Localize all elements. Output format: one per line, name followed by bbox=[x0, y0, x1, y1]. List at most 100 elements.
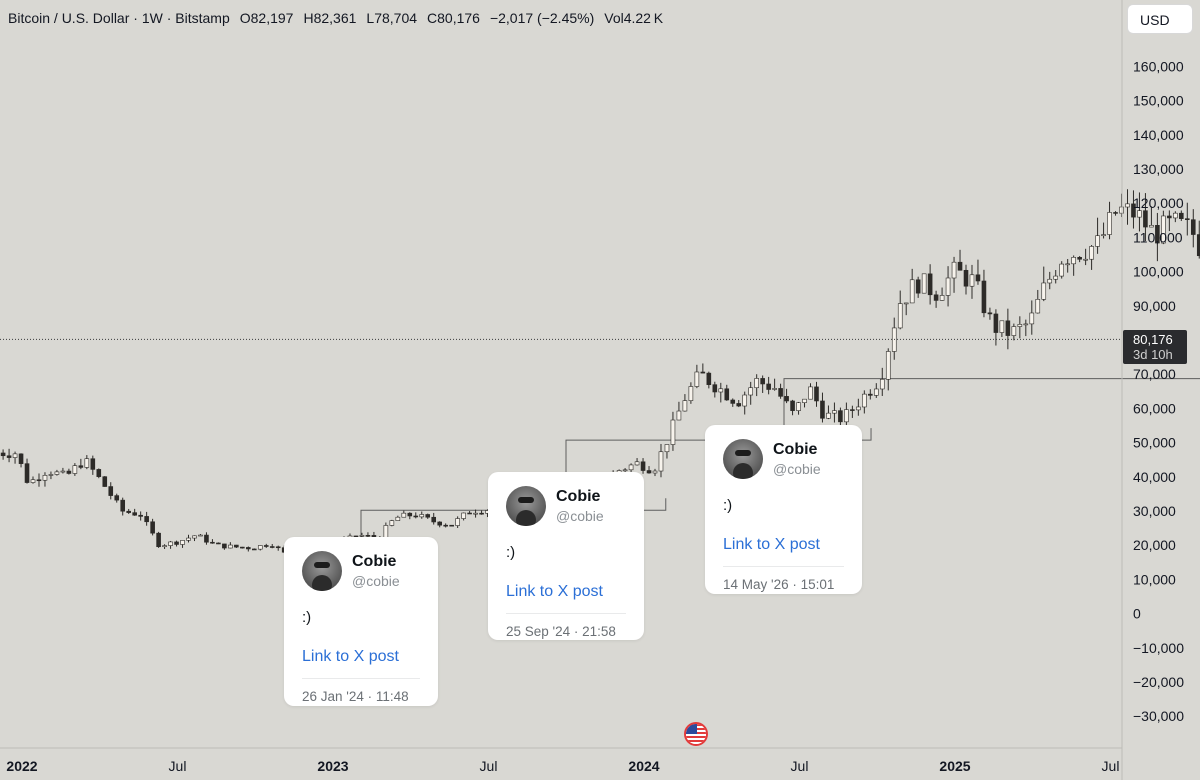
last-price-value: 80,176 bbox=[1133, 332, 1173, 347]
candle-body bbox=[359, 535, 365, 537]
candle-body bbox=[192, 535, 197, 539]
candle-body bbox=[1184, 218, 1190, 220]
candle-body bbox=[401, 512, 407, 518]
separator: · bbox=[133, 10, 138, 26]
candle-body bbox=[844, 409, 849, 423]
candle-body bbox=[808, 386, 813, 400]
tweet-date: 25 Sep '24 · 21:58 bbox=[506, 624, 616, 639]
candle-body bbox=[198, 534, 203, 537]
candle-body bbox=[443, 524, 448, 527]
candle-body bbox=[90, 458, 96, 470]
candle-body bbox=[251, 548, 257, 551]
symbol-title[interactable]: Bitcoin / U.S. Dollar · 1W · Bitstamp bbox=[8, 10, 230, 26]
candle-body bbox=[425, 514, 431, 518]
link-to-x-post[interactable]: Link to X post bbox=[506, 583, 603, 600]
candle-body bbox=[1059, 263, 1064, 277]
tweet-text: :) bbox=[506, 544, 516, 561]
candle-body bbox=[66, 470, 72, 474]
divider bbox=[302, 678, 420, 679]
candle-body bbox=[1065, 263, 1070, 266]
candle-body bbox=[114, 495, 120, 501]
candle-body bbox=[1071, 257, 1076, 265]
candle-body bbox=[682, 400, 688, 412]
candle-body bbox=[868, 393, 873, 396]
candle-body bbox=[353, 535, 359, 538]
candle-body bbox=[921, 273, 927, 294]
candle-body bbox=[826, 412, 831, 419]
candle-body bbox=[1190, 219, 1196, 235]
candle-body bbox=[664, 444, 670, 453]
candle-body bbox=[228, 544, 233, 549]
price-axis-label: 50,000 bbox=[1133, 435, 1176, 451]
candle-body bbox=[174, 541, 179, 545]
price-axis-label: −20,000 bbox=[1133, 674, 1184, 690]
candle-body bbox=[736, 403, 742, 407]
candle-body bbox=[419, 514, 425, 518]
candle-body bbox=[814, 386, 819, 402]
candle-body bbox=[1089, 246, 1094, 260]
candle-body bbox=[1035, 299, 1041, 314]
currency-selector-button[interactable]: USD bbox=[1127, 4, 1193, 34]
candle-body bbox=[257, 545, 263, 550]
candle-body bbox=[96, 469, 102, 477]
divider bbox=[723, 566, 844, 567]
author-name: Cobie bbox=[556, 488, 601, 505]
candle-body bbox=[862, 393, 867, 408]
tweet-text: :) bbox=[302, 609, 312, 626]
price-axis-label: 160,000 bbox=[1133, 58, 1184, 74]
link-to-x-post[interactable]: Link to X post bbox=[723, 536, 820, 553]
price-axis-label: 0 bbox=[1133, 606, 1141, 622]
tweet-card-1[interactable]: Cobie @cobie :) Link to X post 26 Jan '2… bbox=[284, 537, 438, 706]
candle-body bbox=[216, 542, 221, 545]
candle-body bbox=[1023, 323, 1029, 326]
candle-body bbox=[999, 320, 1005, 333]
link-to-x-post[interactable]: Link to X post bbox=[302, 648, 399, 665]
candle-body bbox=[1179, 212, 1184, 219]
candle-body bbox=[30, 479, 36, 483]
candle-body bbox=[975, 274, 981, 282]
author-handle: @cobie bbox=[352, 573, 400, 589]
candle-body bbox=[951, 261, 957, 279]
symbol-name: Bitcoin / U.S. Dollar bbox=[8, 10, 130, 26]
tweet-card-2[interactable]: Cobie @cobie :) Link to X post 25 Sep '2… bbox=[488, 472, 644, 640]
tweet-text: :) bbox=[723, 497, 733, 514]
us-flag-icon[interactable] bbox=[684, 722, 708, 746]
candle-body bbox=[1053, 275, 1059, 280]
price-axis-label: 150,000 bbox=[1133, 93, 1184, 109]
candle-body bbox=[945, 277, 951, 296]
candle-body bbox=[969, 274, 975, 287]
candle-body bbox=[437, 521, 442, 526]
candle-body bbox=[676, 410, 682, 421]
tweet-card-3[interactable]: Cobie @cobie :) Link to X post 14 May '2… bbox=[705, 425, 862, 594]
candle-body bbox=[1083, 258, 1088, 261]
separator: · bbox=[166, 10, 172, 26]
candle-body bbox=[246, 547, 251, 550]
candle-body bbox=[473, 512, 478, 515]
candle-body bbox=[60, 470, 66, 473]
price-axis-label: 120,000 bbox=[1133, 195, 1184, 211]
candle-body bbox=[658, 451, 664, 472]
candle-body bbox=[1143, 210, 1148, 228]
candle-body bbox=[628, 464, 634, 471]
candle-body bbox=[897, 303, 903, 329]
author-handle: @cobie bbox=[556, 508, 604, 524]
candle-body bbox=[993, 313, 999, 333]
candle-body bbox=[72, 465, 78, 474]
candle-body bbox=[84, 458, 90, 468]
candle-body bbox=[1107, 212, 1112, 235]
candle-body bbox=[879, 378, 885, 390]
candle-body bbox=[1131, 203, 1136, 218]
change-value: −2,017 (−2.45%) bbox=[489, 10, 595, 26]
candle-body bbox=[395, 516, 401, 521]
candle-body bbox=[102, 476, 108, 487]
candle-body bbox=[36, 479, 42, 482]
candle-body bbox=[790, 400, 795, 411]
candle-body bbox=[850, 409, 855, 411]
candle-body bbox=[18, 453, 24, 464]
time-axis-label: Jul bbox=[791, 758, 809, 774]
candle-body bbox=[263, 545, 269, 547]
candle-body bbox=[1137, 210, 1142, 218]
candle-body bbox=[622, 469, 628, 472]
